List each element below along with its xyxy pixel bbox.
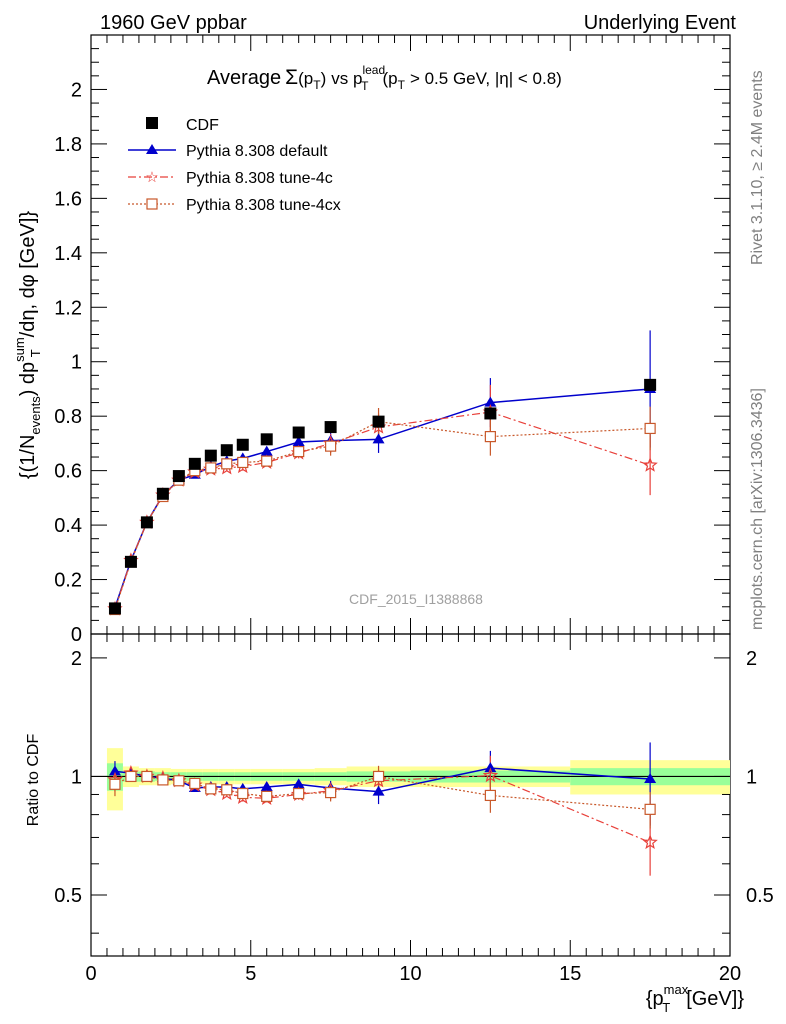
marker-cdf xyxy=(140,516,153,529)
ratio-marker-tune4cx xyxy=(372,770,385,783)
ratio-marker-default xyxy=(108,765,121,776)
ratio-marker-tune4cx xyxy=(293,787,305,800)
ratio-marker-tune4cx xyxy=(189,777,201,790)
ratio-marker-tune4cx xyxy=(141,770,153,783)
ratio-line-tune4cx xyxy=(114,775,651,810)
ratio-marker-default xyxy=(484,762,497,773)
y-tick-label: 0.8 xyxy=(54,406,82,428)
y-tick-label: 1 xyxy=(71,352,82,374)
marker-cdf xyxy=(324,421,337,434)
y-tick-label: 2 xyxy=(71,79,82,101)
series-line-tune4cx xyxy=(114,421,651,610)
ratio-marker-tune4cx xyxy=(237,787,249,800)
marker-cdf xyxy=(188,457,201,470)
ratio-marker-tune4cx xyxy=(325,786,337,799)
legend-marker-tune4c: ☆ xyxy=(145,168,158,186)
y-tick-label: 0 xyxy=(71,624,82,646)
marker-cdf xyxy=(172,470,185,483)
header-right: Underlying Event xyxy=(584,12,737,34)
y-tick-label: 0.6 xyxy=(54,461,82,483)
ratio-marker-default xyxy=(644,773,657,784)
y-tick-label: 1.2 xyxy=(54,297,82,319)
ratio-marker-tune4cx xyxy=(157,774,169,786)
header-left: 1960 GeV ppbar xyxy=(100,12,247,34)
marker-cdf xyxy=(236,438,249,451)
marker-tune4c xyxy=(642,457,658,472)
x-tick-label: 15 xyxy=(559,963,581,985)
mcplots-reference-label: mcplots.cern.ch [arXiv:1306.3436] xyxy=(749,388,766,630)
ratio-marker-tune4cx xyxy=(221,784,233,796)
legend-label-tune4cx: Pythia 8.308 tune-4cx xyxy=(186,197,341,214)
y-tick-label: 1.8 xyxy=(54,134,82,156)
ratio-y-axis-label: Ratio to CDF xyxy=(25,734,42,827)
marker-tune4cx xyxy=(205,462,217,474)
y-tick-label: 1.6 xyxy=(54,188,82,210)
ratio-marker-default xyxy=(292,778,305,789)
marker-cdf xyxy=(484,407,497,420)
marker-cdf xyxy=(124,555,137,568)
ratio-marker-tune4c xyxy=(642,834,658,850)
marker-tune4cx xyxy=(484,431,496,443)
ratio-marker-tune4cx xyxy=(173,775,185,787)
marker-cdf xyxy=(220,444,233,457)
y-axis-label: {(1/Nevents) dpsumT/dη, dφ [GeV]} xyxy=(12,211,43,479)
y-tick-label: 0.4 xyxy=(54,515,82,537)
ratio-y-tick-label-right: 2 xyxy=(746,648,757,670)
ratio-y-tick-label: 1 xyxy=(71,766,82,788)
marker-cdf xyxy=(156,487,169,500)
marker-cdf xyxy=(372,415,385,428)
marker-cdf xyxy=(108,602,121,615)
legend-marker-default xyxy=(146,144,158,154)
analysis-watermark: CDF_2015_I1388868 xyxy=(349,591,483,607)
marker-default xyxy=(484,396,497,407)
legend-label-tune4c: Pythia 8.308 tune-4c xyxy=(186,170,333,187)
marker-default xyxy=(372,433,385,444)
marker-tune4cx xyxy=(237,456,249,469)
ratio-marker-tune4cx xyxy=(109,778,121,790)
marker-cdf xyxy=(260,433,273,446)
legend: CDF Pythia 8.308 default ☆ Pythia 8.308 … xyxy=(128,117,341,214)
ratio-marker-tune4cx xyxy=(125,770,137,783)
ratio-marker-default xyxy=(372,785,385,796)
marker-tune4cx xyxy=(293,445,305,458)
marker-cdf xyxy=(644,378,657,391)
marker-default xyxy=(260,445,273,456)
ratio-marker-tune4cx xyxy=(261,790,273,802)
legend-label-cdf: CDF xyxy=(186,117,219,134)
marker-tune4cx xyxy=(221,458,233,470)
ratio-y-tick-label-right: 1 xyxy=(746,766,757,788)
marker-tune4cx xyxy=(644,422,656,435)
ratio-marker-tune4cx xyxy=(205,783,217,795)
plot-title: Average Σ(pT) vs plead T (pT > 0.5 GeV, |η| <… xyxy=(207,63,562,93)
marker-cdf xyxy=(204,449,217,462)
ratio-marker-tune4cx xyxy=(484,789,496,802)
legend-label-default: Pythia 8.308 default xyxy=(186,143,328,160)
y-tick-label: 0.2 xyxy=(54,570,82,592)
ratio-marker-tune4c xyxy=(482,767,499,783)
x-tick-label: 0 xyxy=(85,963,96,985)
ratio-y-tick-label: 0.5 xyxy=(54,885,82,907)
marker-tune4cx xyxy=(325,440,337,452)
ratio-marker-default xyxy=(260,781,273,792)
rivet-version-label: Rivet 3.1.10, ≥ 2.4M events xyxy=(749,70,766,265)
legend-marker-cdf xyxy=(146,117,158,129)
x-axis-label: {pmax T [GeV]} xyxy=(646,982,744,1015)
marker-tune4cx xyxy=(261,455,273,467)
x-tick-label: 20 xyxy=(719,963,741,985)
x-tick-label: 5 xyxy=(245,963,256,985)
ratio-plot-frame xyxy=(90,633,731,957)
ratio-marker-tune4cx xyxy=(644,803,656,815)
ratio-y-tick-label-right: 0.5 xyxy=(746,885,774,907)
marker-default xyxy=(292,436,305,447)
y-tick-label: 1.4 xyxy=(54,243,82,265)
ratio-y-tick-label: 2 xyxy=(71,648,82,670)
legend-marker-tune4cx xyxy=(146,198,158,210)
x-tick-label: 10 xyxy=(399,963,421,985)
marker-cdf xyxy=(292,426,305,439)
